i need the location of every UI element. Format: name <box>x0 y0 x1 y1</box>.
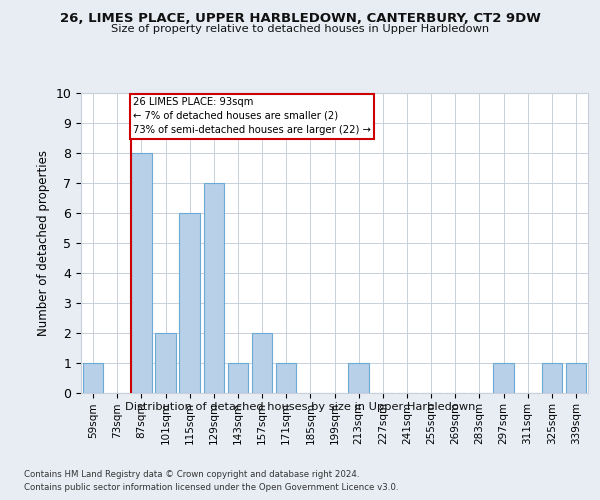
Bar <box>155 332 176 392</box>
Text: 26 LIMES PLACE: 93sqm
← 7% of detached houses are smaller (2)
73% of semi-detach: 26 LIMES PLACE: 93sqm ← 7% of detached h… <box>133 97 371 135</box>
Bar <box>349 362 369 392</box>
Bar <box>227 362 248 392</box>
Text: 26, LIMES PLACE, UPPER HARBLEDOWN, CANTERBURY, CT2 9DW: 26, LIMES PLACE, UPPER HARBLEDOWN, CANTE… <box>59 12 541 26</box>
Text: Size of property relative to detached houses in Upper Harbledown: Size of property relative to detached ho… <box>111 24 489 34</box>
Bar <box>203 182 224 392</box>
Bar <box>276 362 296 392</box>
Text: Distribution of detached houses by size in Upper Harbledown: Distribution of detached houses by size … <box>125 402 475 412</box>
Bar <box>179 212 200 392</box>
Bar <box>252 332 272 392</box>
Text: Contains public sector information licensed under the Open Government Licence v3: Contains public sector information licen… <box>24 482 398 492</box>
Y-axis label: Number of detached properties: Number of detached properties <box>37 150 50 336</box>
Bar <box>493 362 514 392</box>
Bar <box>566 362 586 392</box>
Bar <box>83 362 103 392</box>
Text: Contains HM Land Registry data © Crown copyright and database right 2024.: Contains HM Land Registry data © Crown c… <box>24 470 359 479</box>
Bar <box>542 362 562 392</box>
Bar <box>131 152 152 392</box>
